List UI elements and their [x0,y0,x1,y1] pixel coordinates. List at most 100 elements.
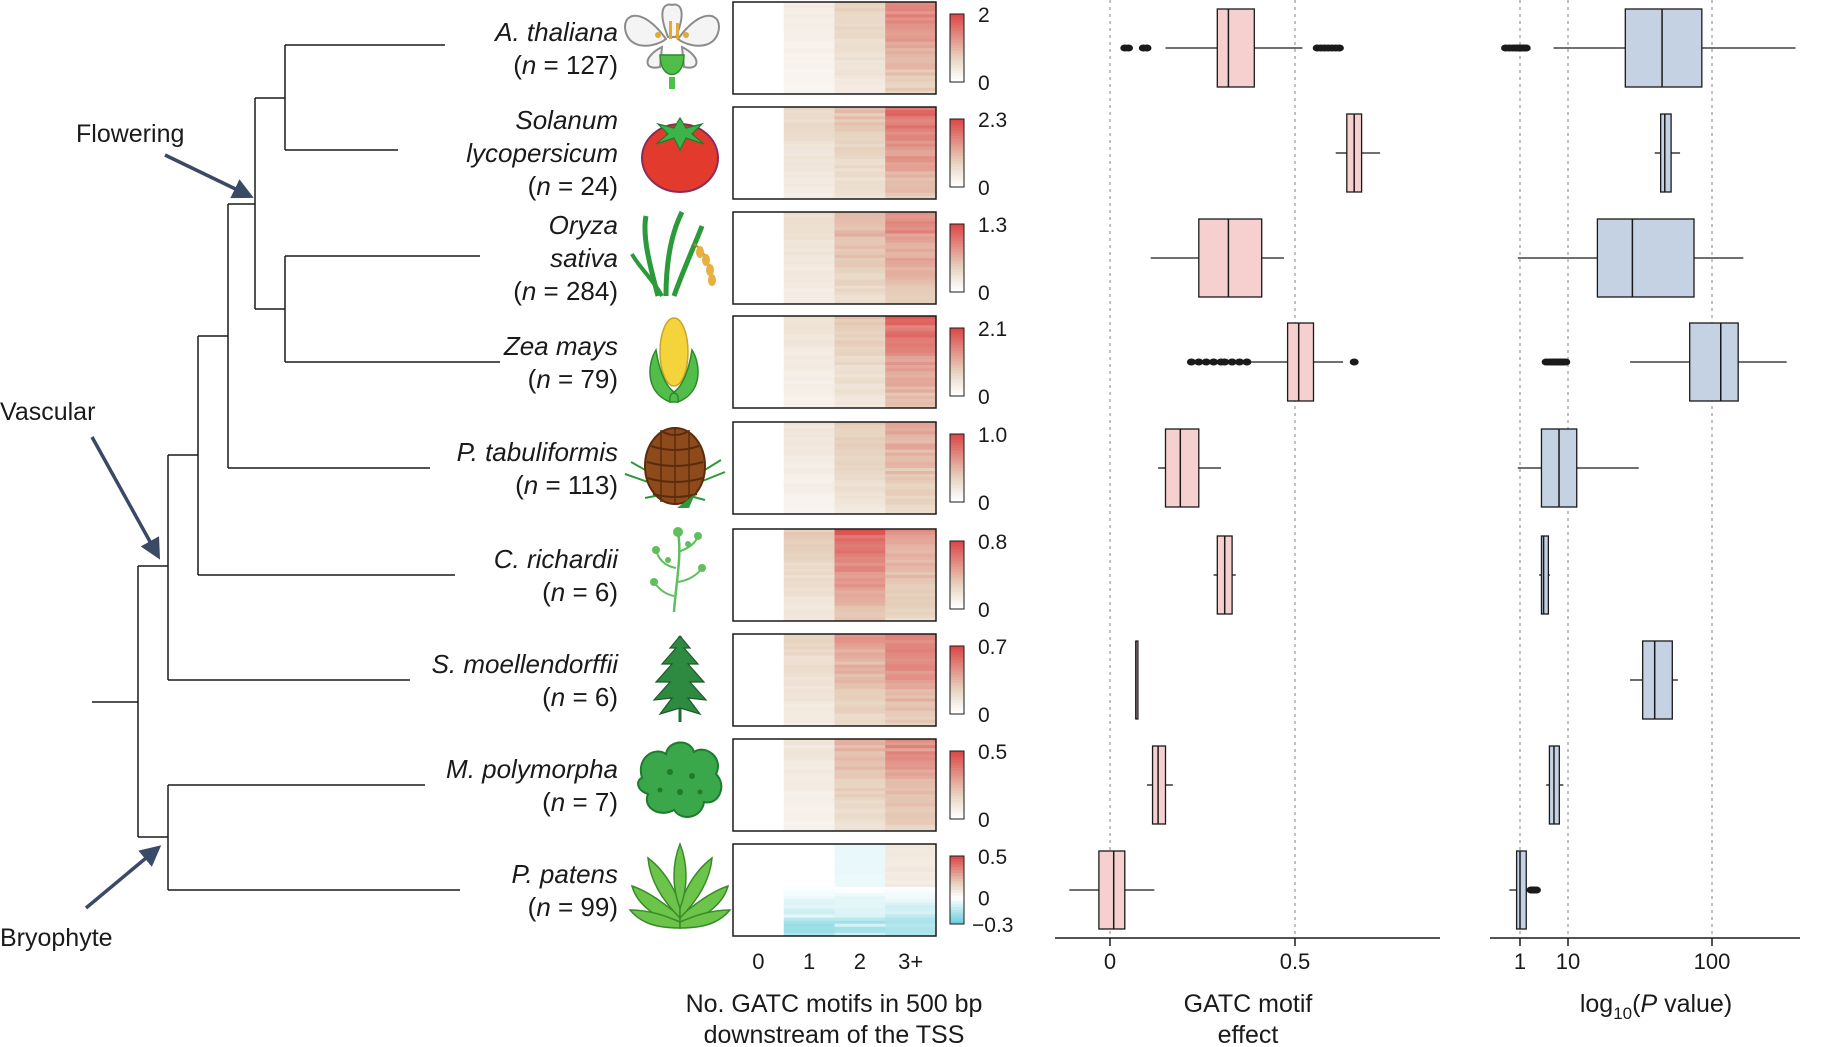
heat-cell [733,75,785,80]
heat-cell [834,781,886,786]
heat-cell [783,769,835,774]
colorbar-step [950,861,964,865]
heat-cell [885,932,937,937]
colorbar-step [950,362,964,366]
heat-cell [733,116,785,120]
colorbar-step [950,663,964,667]
heat-cell [885,365,937,369]
heat-cell [834,602,886,607]
colorbar-min-label: 0 [978,809,990,832]
heatmap-frame [732,106,937,200]
heat-cell [733,556,785,561]
colorbar-step [950,119,964,123]
heat-cell [834,189,886,194]
heat-cell [885,11,937,15]
heat-cell [783,803,835,807]
heat-cell [885,362,937,366]
heat-cell [834,608,886,613]
colorbar-step [950,566,964,570]
heat-cell [783,404,835,409]
heat-cell [733,254,785,259]
heat-cell [834,649,886,653]
heat-cell [733,440,785,444]
heat-cell [834,769,886,774]
heat-cell [783,285,835,290]
heat-cell [834,844,886,848]
species-name: lycopersicum [466,138,618,168]
colorbar-step [950,289,964,293]
heat-cell [733,670,785,675]
clade-label-flowering: Flowering [76,120,184,148]
heat-cell [783,584,835,588]
heat-cell [733,328,785,332]
heat-cell [885,87,937,92]
heat-cell [733,134,785,139]
heat-cell [885,57,937,61]
heat-cell [834,658,886,663]
heat-cell [783,264,835,268]
colorbar-step [950,892,964,897]
heat-cell [783,224,835,228]
heat-cell [783,844,835,848]
colorbar-step [950,249,964,253]
heat-cell [885,449,937,454]
box-4 [1541,322,1787,402]
heat-cell [733,704,785,709]
heat-cell [783,544,835,548]
heat-cell [834,683,886,687]
heatmap-8 [732,738,937,832]
colorbar-step [950,680,964,684]
heat-cell [783,899,835,903]
heat-cell [733,905,785,909]
heat-cell [885,389,937,394]
heat-cell [733,510,785,515]
heat-cell [885,261,937,265]
colorbar-step [950,813,964,817]
colorbar-step [950,575,964,579]
heat-cell [733,258,785,262]
heat-cell [834,340,886,345]
heat-cell [783,29,835,34]
heat-cell [834,692,886,696]
species-name: C. richardii [494,544,619,574]
heat-cell [783,859,835,863]
heat-cell [834,868,886,873]
heat-cell [834,856,886,860]
heat-cell [733,474,785,478]
colorbar-step [950,456,964,460]
colorbar-step [950,28,964,32]
heat-cell [885,5,937,9]
colorbar-step [950,864,964,868]
colorbar-step [950,255,964,259]
heat-cell [783,877,835,882]
heat-cell [733,343,785,348]
heat-cell [783,328,835,332]
heat-cell [834,538,886,542]
colorbar-step [950,65,964,69]
heat-cell [783,401,835,406]
heat-cell [733,218,785,222]
heat-cell [885,392,937,397]
heat-cell [834,722,886,727]
heat-cell [885,745,937,749]
heat-cell [885,640,937,644]
colorbar-step [950,356,964,360]
heat-cell [834,763,886,768]
heat-cell [834,477,886,481]
heat-cell [834,655,886,660]
heat-cell [885,578,937,582]
heatmap-xlabel-line2: downstream of the TSS [704,1021,965,1047]
heat-cell [733,398,785,403]
heat-cell [783,11,835,15]
species-count: (n = 99) [528,892,618,922]
heat-cell [885,2,937,6]
heat-cell [783,510,835,515]
heat-cell [733,480,785,484]
heat-cell [885,562,937,567]
heat-cell [783,661,835,666]
heat-cell [834,593,886,597]
heat-cell [834,806,886,811]
heat-cell [783,215,835,219]
heat-cell [834,562,886,567]
heat-cell [834,471,886,475]
